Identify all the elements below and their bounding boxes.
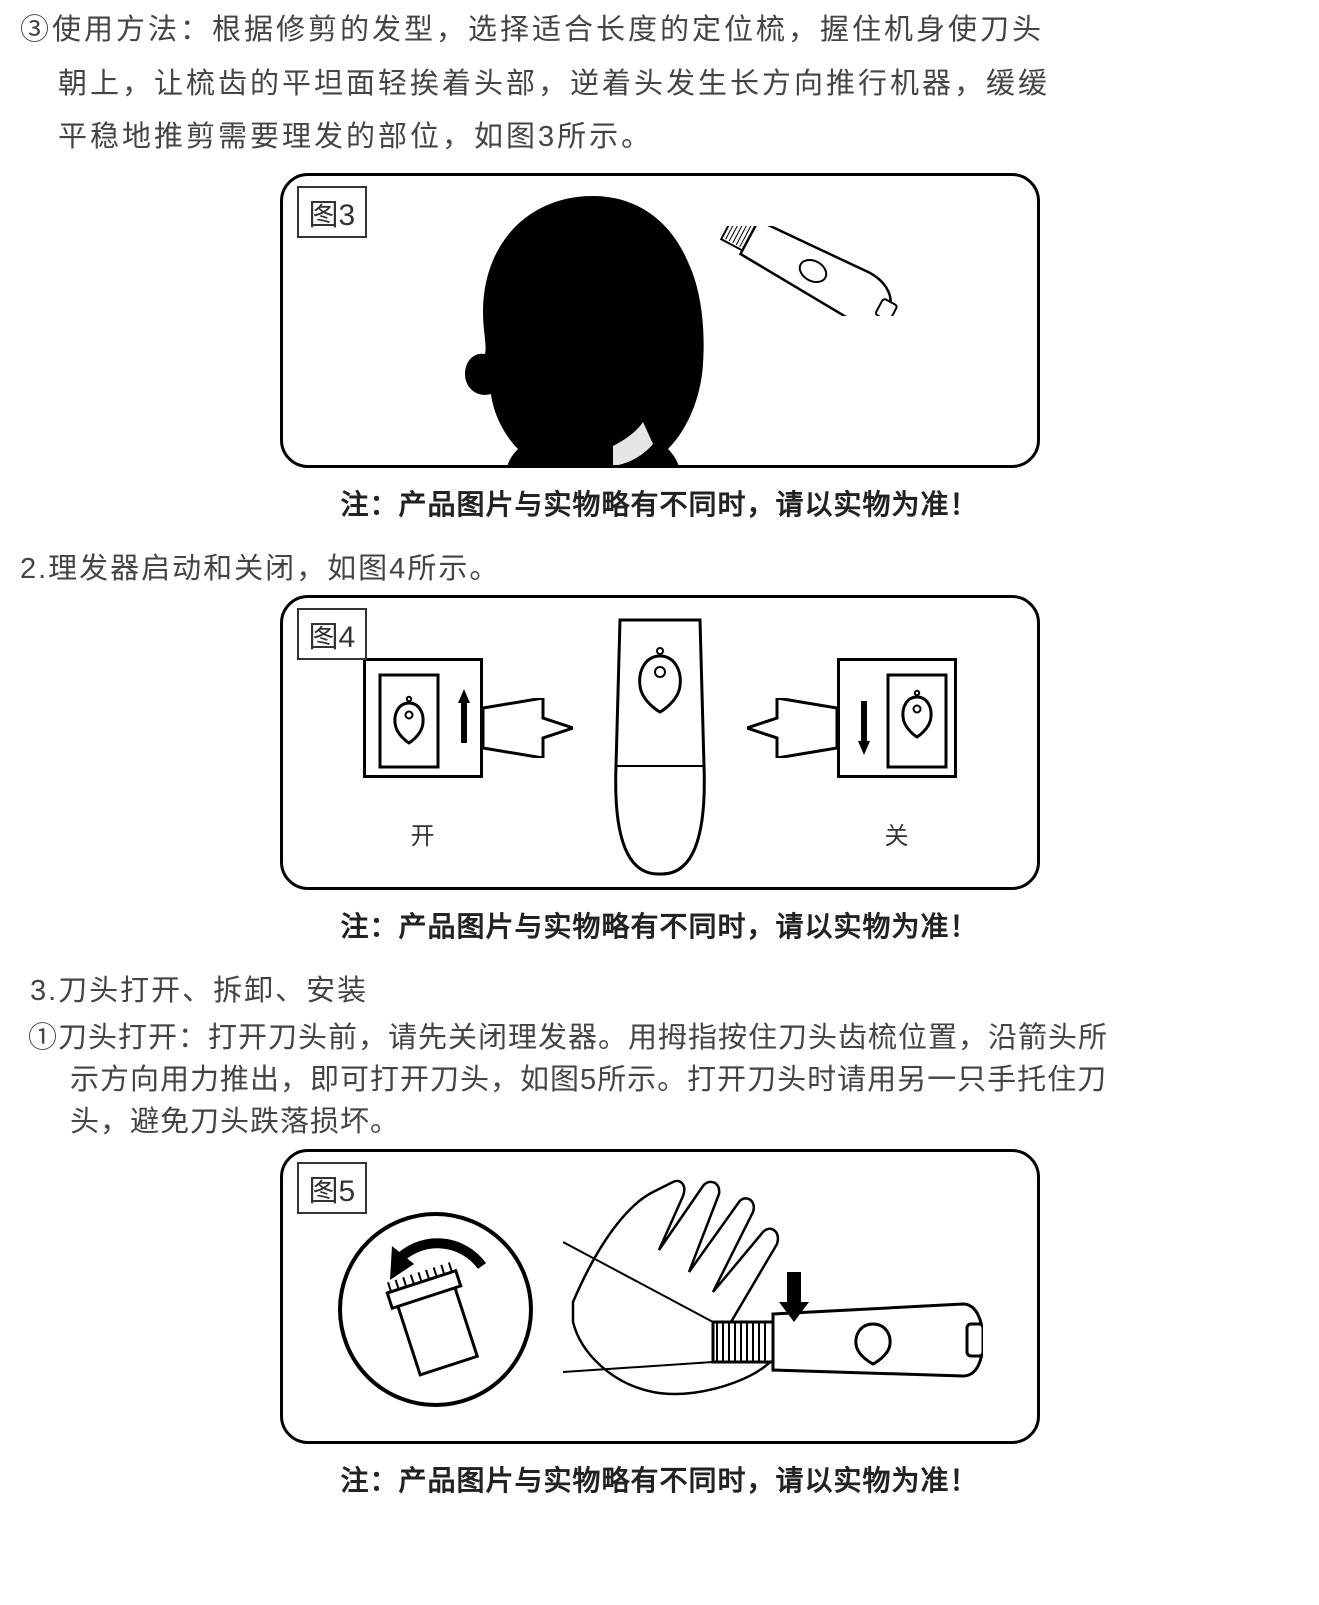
clipper-body-icon — [590, 616, 730, 876]
usage-method-paragraph: ③使用方法：根据修剪的发型，选择适合长度的定位梳，握住机身使刀头 朝上，让梳齿的… — [20, 4, 1299, 165]
para3-l1: 使用方法：根据修剪的发型，选择适合长度的定位梳，握住机身使刀头 — [52, 14, 1044, 46]
hair-clipper-icon — [713, 226, 913, 316]
blade-l2: 示方向用力推出，即可打开刀头，如图5所示。打开刀头时请用另一只手托住刀 — [28, 1059, 1299, 1101]
heading-2: 2.理发器启动和关闭，如图4所示。 — [20, 545, 1299, 587]
head-silhouette-icon — [463, 194, 723, 468]
circled-3: ③ — [20, 14, 52, 46]
circled-1: ① — [28, 1022, 58, 1054]
heading-3: 3.刀头打开、拆卸、安装 — [20, 967, 1299, 1009]
callout-arrow-right-icon — [747, 698, 837, 758]
on-switch-icon — [366, 661, 486, 781]
figure-5-caption: 注：产品图片与实物略有不同时，请以实物为准！ — [20, 1459, 1299, 1499]
on-label: 开 — [411, 816, 435, 851]
blade-detail-icon — [342, 1216, 533, 1407]
figure-4-container: 图4 — [20, 595, 1299, 895]
blade-l1: 刀头打开：打开刀头前，请先关闭理发器。用拇指按住刀头齿梳位置，沿箭头所 — [58, 1022, 1108, 1054]
para3-l2: 朝上，让梳齿的平坦面轻挨着头部，逆着头发生长方向推行机器，缓缓 — [20, 58, 1299, 112]
figure-3-box: 图3 — [280, 173, 1040, 468]
blade-detail-circle — [338, 1212, 533, 1407]
callout-arrow-left-icon — [483, 698, 573, 758]
off-switch-icon — [840, 661, 960, 781]
para3-l3: 平稳地推剪需要理发的部位，如图3所示。 — [20, 111, 1299, 165]
blade-l3: 头，避免刀头跌落损坏。 — [28, 1101, 1299, 1143]
off-label: 关 — [885, 816, 909, 851]
hand-clipper-icon — [563, 1172, 983, 1422]
figure-3-label: 图3 — [297, 186, 368, 238]
off-switch-panel — [837, 658, 957, 778]
figure-4-label: 图4 — [297, 608, 368, 660]
figure-3-container: 图3 — [20, 173, 1299, 473]
blade-open-paragraph: ①刀头打开：打开刀头前，请先关闭理发器。用拇指按住刀头齿梳位置，沿箭头所 示方向… — [20, 1017, 1299, 1143]
figure-3-caption: 注：产品图片与实物略有不同时，请以实物为准！ — [20, 483, 1299, 523]
figure-4-caption: 注：产品图片与实物略有不同时，请以实物为准！ — [20, 905, 1299, 945]
on-switch-panel — [363, 658, 483, 778]
figure-5-box: 图5 — [280, 1149, 1040, 1444]
figure-4-box: 图4 — [280, 595, 1040, 890]
figure-5-container: 图5 — [20, 1149, 1299, 1449]
figure-5-label: 图5 — [297, 1162, 368, 1214]
